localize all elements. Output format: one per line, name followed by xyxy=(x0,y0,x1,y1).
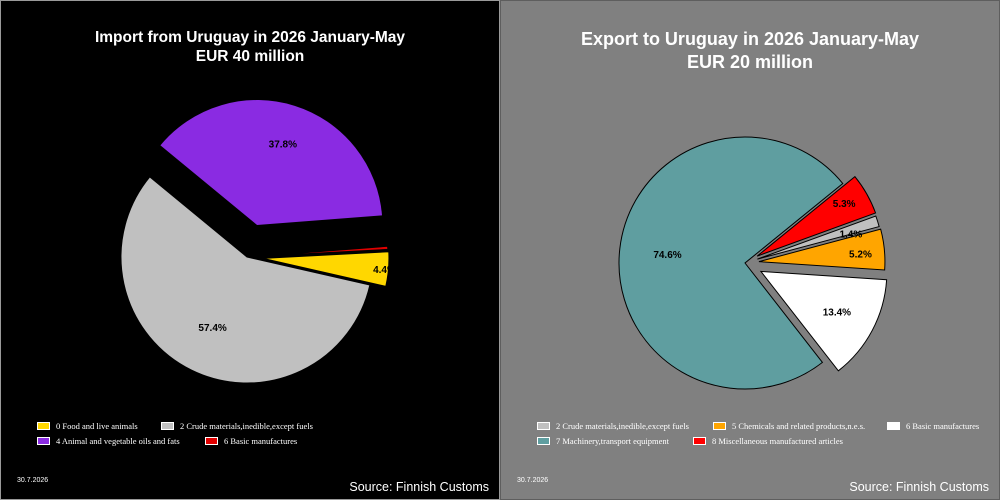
slice-value-label: 37.8% xyxy=(269,140,297,151)
legend-label: 6 Basic manufactures xyxy=(224,436,298,446)
import-date: 30.7.2026 xyxy=(17,477,49,484)
export-legend-item: 8 Miscellaneous manufactured articles xyxy=(693,436,843,446)
import-chart-panel: Import from Uruguay in 2026 January-May … xyxy=(0,0,500,500)
legend-label: 4 Animal and vegetable oils and fats xyxy=(56,436,180,446)
pie-slice xyxy=(158,99,384,227)
export-source: Source: Finnish Customs xyxy=(849,480,989,494)
pie-slice xyxy=(757,215,880,260)
export-legend-item: 2 Crude materials,inedible,except fuels xyxy=(537,421,689,431)
import-pie-chart: 4.4% 57.4% 37.8% 0.4% xyxy=(120,99,398,384)
export-legend-item: 6 Basic manufactures xyxy=(887,421,979,431)
export-legend-item: 5 Chemicals and related products,n.e.s. xyxy=(713,421,865,431)
slice-value-label: 4.4% xyxy=(373,265,396,276)
pie-slice xyxy=(262,251,390,287)
slice-value-label: 57.4% xyxy=(198,323,226,334)
legend-label: 2 Crude materials,inedible,except fuels xyxy=(180,421,313,431)
import-subtitle-line: EUR 40 million xyxy=(195,48,305,65)
export-chart-panel: Export to Uruguay in 2026 January-May EU… xyxy=(500,0,1000,500)
export-chart-title: Export to Uruguay in 2026 January-May EU… xyxy=(501,28,999,74)
pie-slice xyxy=(120,176,371,384)
pie-slice xyxy=(758,228,886,271)
pie-slice xyxy=(759,270,888,372)
legend-label: 7 Machinery,transport equipment xyxy=(556,436,669,446)
legend-label: 5 Chemicals and related products,n.e.s. xyxy=(732,421,866,431)
slice-value-label: 13.4% xyxy=(823,308,851,319)
import-title-line: Import from Uruguay in 2026 January-May xyxy=(94,29,406,46)
slice-value-label: 5.2% xyxy=(849,250,872,261)
legend-swatch xyxy=(537,437,550,445)
slice-value-label: 0.4% xyxy=(375,238,398,249)
slice-value-label: 74.6% xyxy=(653,250,681,261)
legend-swatch xyxy=(693,437,706,445)
legend-label: 2 Crude materials,inedible,except fuels xyxy=(556,421,689,431)
import-chart-title: Import from Uruguay in 2026 January-May … xyxy=(1,28,499,66)
legend-swatch xyxy=(713,422,726,430)
import-legend-item: 4 Animal and vegetable oils and fats xyxy=(37,436,180,446)
legend-label: 0 Food and live animals xyxy=(56,421,138,431)
export-pie-chart: 1.4% 5.2% 13.4% 74.6% 5.3% xyxy=(618,136,888,390)
import-legend-item: 6 Basic manufactures xyxy=(205,436,297,446)
export-legend-item: 7 Machinery,transport equipment xyxy=(537,436,669,446)
legend-swatch xyxy=(161,422,174,430)
pie-slice xyxy=(618,136,844,390)
legend-label: 6 Basic manufactures xyxy=(906,421,980,431)
export-date: 30.7.2026 xyxy=(517,477,549,484)
pie-slice xyxy=(261,245,389,257)
export-subtitle-line: EUR 20 million xyxy=(686,52,814,72)
legend-swatch xyxy=(37,422,50,430)
import-legend-item: 0 Food and live animals xyxy=(37,421,138,431)
import-legend-item: 2 Crude materials,inedible,except fuels xyxy=(161,421,313,431)
legend-label: 8 Miscellaneous manufactured articles xyxy=(712,436,843,446)
slice-value-label: 5.3% xyxy=(833,199,856,210)
pie-slice xyxy=(756,175,877,257)
slice-value-label: 1.4% xyxy=(839,230,862,241)
legend-swatch xyxy=(887,422,900,430)
export-title-line: Export to Uruguay in 2026 January-May xyxy=(580,29,920,49)
legend-swatch xyxy=(37,437,50,445)
legend-swatch xyxy=(537,422,550,430)
import-source: Source: Finnish Customs xyxy=(349,480,489,494)
legend-swatch xyxy=(205,437,218,445)
